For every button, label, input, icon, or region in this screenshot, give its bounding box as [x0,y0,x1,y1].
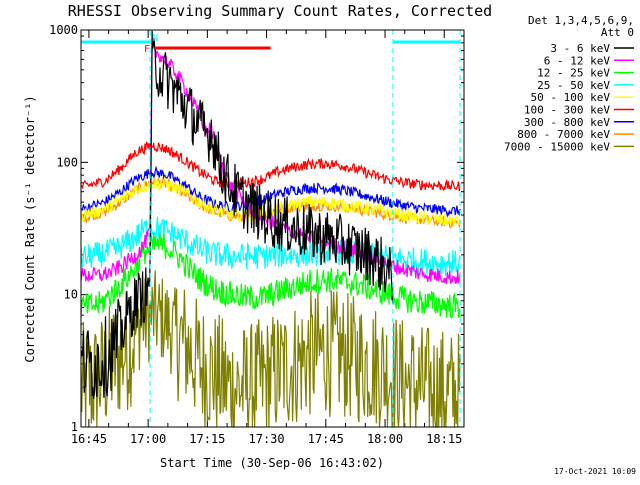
x-tick-label: 17:00 [130,432,166,446]
plot-frame [80,29,465,428]
x-tick-label: 18:15 [426,432,462,446]
legend-label: 800 - 7000 keV [517,128,610,141]
x-tick-label: 17:45 [308,432,344,446]
legend-label: 50 - 100 keV [531,91,611,104]
y-tick-label: 1000 [49,23,78,37]
series-line [80,30,394,400]
legend-label: 300 - 800 keV [524,116,610,129]
flag-label: N [152,33,158,44]
x-tick-label: 18:00 [367,432,403,446]
y-tick-label: 10 [64,288,78,302]
legend-label: 7000 - 15000 keV [504,140,610,153]
legend-label: 12 - 25 keV [537,67,610,80]
x-tick-label: 17:30 [249,432,285,446]
legend-label: 3 - 6 keV [550,42,610,55]
legend-header-line-1: Det 1,3,4,5,6,9, [528,14,634,27]
x-axis-label: Start Time (30-Sep-06 16:43:02) [160,456,384,470]
flag-label: F [144,44,150,55]
series-line [80,165,461,218]
footer-timestamp: 17-Oct-2021 10:09 [554,467,636,476]
legend-header-line-2: Att 0 [601,26,634,39]
series-line [80,43,461,284]
legend-label: 25 - 50 keV [537,79,610,92]
series-line [80,141,461,192]
legend-label: 6 - 12 keV [544,54,611,67]
x-tick-label: 16:45 [71,432,107,446]
y-tick-label: 100 [56,155,78,169]
legend-label: 100 - 300 keV [524,104,610,117]
chart-title: RHESSI Observing Summary Count Rates, Co… [68,2,492,20]
y-tick-label: 1 [71,420,78,434]
series-line [80,233,461,320]
x-tick-label: 17:15 [189,432,225,446]
y-axis-label: Corrected Count Rate (s⁻¹ detector⁻¹) [23,95,37,362]
